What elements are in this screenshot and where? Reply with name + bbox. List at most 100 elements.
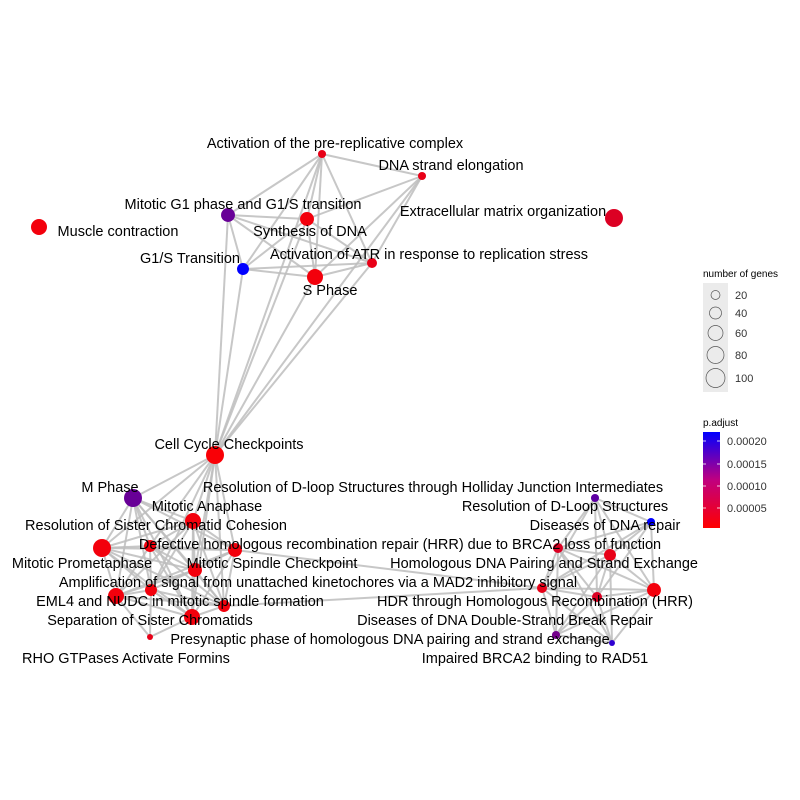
node[interactable] [93, 539, 111, 557]
edge [242, 262, 373, 270]
edge [609, 554, 655, 591]
node-label: Mitotic Anaphase [152, 499, 262, 515]
edge [191, 454, 216, 618]
node[interactable] [317, 149, 327, 159]
node[interactable] [417, 171, 427, 181]
node[interactable] [551, 630, 561, 640]
node[interactable] [188, 563, 202, 577]
node[interactable] [604, 549, 616, 561]
edge [214, 175, 423, 456]
node[interactable] [221, 208, 235, 222]
node[interactable] [185, 513, 201, 529]
node[interactable] [228, 543, 242, 557]
edge [594, 497, 652, 523]
color-legend-label: 0.00005 [727, 503, 767, 515]
edge [101, 520, 194, 549]
edge [541, 521, 652, 589]
edge [101, 547, 196, 571]
node[interactable] [366, 257, 378, 269]
node[interactable] [591, 591, 603, 603]
edge [371, 175, 423, 264]
node[interactable] [108, 588, 124, 604]
node-label: Activation of the pre-replicative comple… [207, 136, 464, 152]
edge [115, 569, 196, 597]
node-label: Resolution of D-Loop Structures [462, 499, 668, 515]
edge [555, 589, 655, 636]
edge [150, 589, 193, 618]
color-legend: p.adjust 0.00020 0.00015 0.00010 0.00005 [703, 418, 767, 528]
node[interactable] [31, 219, 47, 235]
edge [594, 497, 598, 598]
node[interactable] [647, 583, 661, 597]
edge [194, 569, 225, 607]
node[interactable] [590, 493, 600, 503]
edge [541, 587, 557, 636]
node-label: M Phase [81, 480, 138, 496]
node-label: EML4 and NUDC in mitotic spindle formati… [36, 594, 324, 610]
node-label: Synthesis of DNA [253, 224, 367, 240]
node-label: Muscle contraction [58, 224, 179, 240]
edge [541, 497, 596, 589]
edge [214, 153, 323, 456]
nodes-layer [31, 149, 661, 646]
edge [227, 214, 308, 220]
edge [609, 521, 652, 556]
node[interactable] [124, 489, 142, 507]
edge [306, 218, 373, 264]
edge [192, 520, 236, 551]
color-legend-label: 0.00015 [727, 459, 767, 471]
edge [306, 153, 323, 220]
node-label: Resolution of D-loop Structures through … [203, 480, 663, 496]
edge [227, 214, 244, 270]
edge [214, 262, 373, 456]
node[interactable] [536, 582, 548, 594]
edge [557, 521, 652, 549]
size-legend: number of genes 20 40 60 80 100 [703, 269, 778, 392]
node[interactable] [184, 609, 200, 625]
node-label: G1/S Transition [140, 251, 240, 267]
node-label: S Phase [303, 283, 358, 299]
node[interactable] [147, 634, 153, 640]
edge [555, 596, 598, 636]
node[interactable] [552, 542, 564, 554]
node[interactable] [237, 263, 249, 275]
edge [541, 587, 655, 591]
edge [596, 596, 613, 644]
edge [596, 521, 652, 598]
edge [611, 589, 655, 644]
edge [555, 634, 613, 644]
edge [132, 497, 152, 591]
edge [214, 218, 308, 456]
edge [594, 497, 611, 556]
node-label: Separation of Sister Chromatids [47, 613, 253, 629]
node[interactable] [605, 209, 623, 227]
node[interactable] [218, 600, 230, 612]
node-label: Mitotic Spindle Checkpoint [187, 556, 358, 572]
node[interactable] [300, 212, 314, 226]
size-legend-key [705, 368, 726, 388]
edge [214, 214, 229, 456]
node-label: Diseases of DNA repair [530, 518, 681, 534]
color-legend-label: 0.00010 [727, 481, 767, 493]
edge [149, 520, 194, 547]
node[interactable] [307, 269, 323, 285]
edge [314, 262, 373, 278]
node-label: Mitotic Prometaphase [12, 556, 152, 572]
color-bar [703, 432, 720, 528]
edge [115, 520, 194, 597]
node[interactable] [206, 446, 224, 464]
edge [306, 175, 423, 220]
node[interactable] [646, 517, 656, 527]
node[interactable] [609, 640, 615, 646]
color-legend-title: p.adjust [703, 418, 738, 429]
edge [115, 595, 225, 607]
edges-layer [101, 153, 655, 644]
edge [314, 175, 423, 278]
node[interactable] [145, 584, 157, 596]
node-label: Activation of ATR in response to replica… [270, 247, 588, 263]
edge [132, 497, 194, 522]
node[interactable] [144, 540, 156, 552]
edge [101, 497, 134, 549]
size-legend-key [706, 346, 725, 364]
node-label: Cell Cycle Checkpoints [154, 437, 303, 453]
